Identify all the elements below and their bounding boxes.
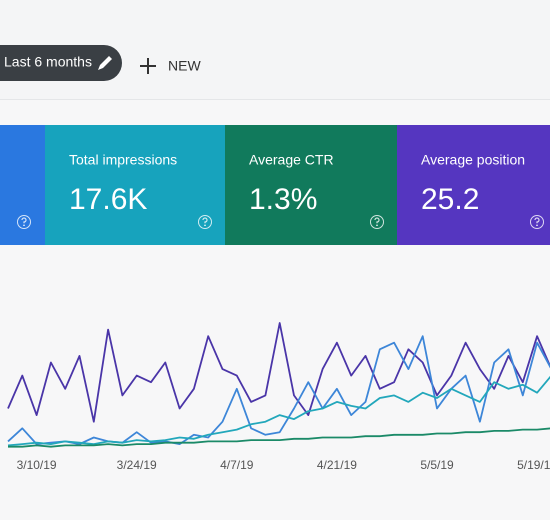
date-range[interactable]: Last 6 months (4, 54, 92, 70)
new-button[interactable]: NEW (168, 58, 201, 74)
plus-icon[interactable] (140, 58, 156, 74)
help-icon (198, 215, 212, 229)
x-tick-label: 4/7/19 (220, 458, 254, 472)
help-dot (536, 224, 538, 227)
metric-card[interactable] (225, 125, 397, 245)
x-tick-label: 3/24/19 (117, 458, 157, 472)
help-circle (530, 215, 544, 229)
help-icon (370, 215, 384, 229)
help-mark (202, 217, 208, 224)
metric-value: 25.2 (421, 183, 479, 216)
help-dot (376, 224, 378, 227)
metric-card[interactable] (45, 125, 225, 245)
metric-label: Average position (421, 152, 525, 168)
x-tick-label: 4/21/19 (317, 458, 357, 472)
help-icon (530, 215, 544, 229)
x-tick-label: 5/5/19 (420, 458, 454, 472)
help-icon (17, 215, 31, 229)
metric-value: 17.6K (69, 183, 147, 216)
help-dot (204, 224, 206, 227)
metric-label: Average CTR (249, 152, 334, 168)
x-tick-label: 3/10/19 (17, 458, 57, 472)
series-line (7, 375, 550, 447)
help-circle (198, 215, 212, 229)
metric-card[interactable] (0, 125, 45, 245)
metric-label: Total impressions (69, 152, 177, 168)
metric-card[interactable] (397, 125, 550, 245)
x-tick-label: 5/19/19 (517, 458, 550, 472)
metric-value: 1.3% (249, 183, 317, 216)
series-line (7, 335, 550, 445)
series-line (8, 427, 550, 448)
series-line (7, 322, 550, 423)
help-circle (370, 215, 384, 229)
edit-icon[interactable] (98, 56, 112, 70)
date-chip[interactable] (0, 45, 122, 81)
help-mark (374, 217, 380, 224)
help-mark (534, 217, 540, 224)
